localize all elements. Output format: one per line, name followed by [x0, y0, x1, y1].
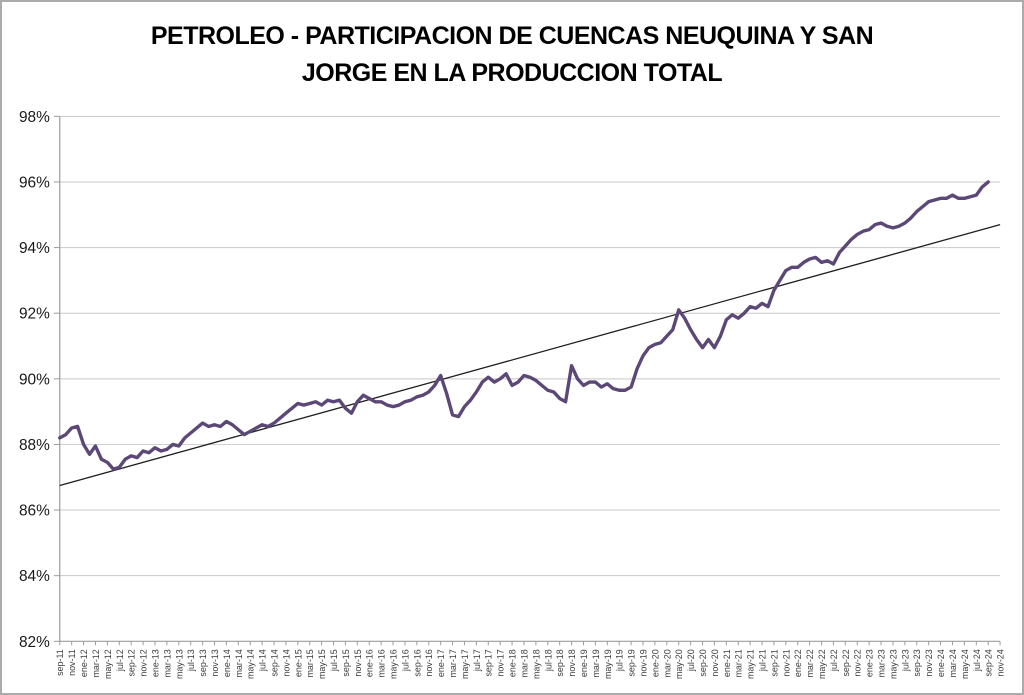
x-tick-label: nov-11 — [67, 649, 77, 676]
x-tick-label: ene-20 — [650, 649, 660, 677]
x-tick-label: jul-18 — [543, 649, 553, 672]
x-tick-label: mar-20 — [662, 649, 672, 677]
x-tick-label: jul-16 — [400, 649, 410, 672]
x-tick-label: jul-12 — [115, 649, 125, 672]
y-tick-label: 82% — [19, 634, 50, 651]
x-tick-label: may-17 — [460, 649, 470, 679]
x-tick-label: jul-14 — [258, 649, 268, 672]
x-tick-label: mar-16 — [377, 649, 387, 677]
x-tick-label: mar-15 — [305, 649, 315, 677]
x-tick-label: sep-14 — [270, 649, 280, 676]
x-tick-label: nov-12 — [139, 649, 149, 676]
x-tick-label: may-23 — [888, 649, 898, 679]
x-tick-label: sep-23 — [912, 649, 922, 676]
x-tick-label: jul-13 — [186, 649, 196, 672]
x-tick-label: nov-23 — [924, 649, 934, 676]
x-tick-label: nov-15 — [353, 649, 363, 676]
x-tick-label: ene-14 — [222, 649, 232, 677]
x-tick-label: ene-22 — [793, 649, 803, 677]
x-tick-label: may-13 — [174, 649, 184, 679]
x-tick-label: sep-12 — [127, 649, 137, 676]
x-tick-label: mar-14 — [234, 649, 244, 677]
x-tick-label: ene-12 — [79, 649, 89, 677]
x-tick-label: sep-19 — [627, 649, 637, 676]
x-tick-label: sep-13 — [198, 649, 208, 676]
x-tick-label: ene-19 — [579, 649, 589, 677]
x-tick-label: may-22 — [817, 649, 827, 679]
x-tick-label: sep-24 — [984, 649, 994, 676]
x-tick-label: mar-21 — [734, 649, 744, 677]
y-tick-label: 92% — [19, 306, 50, 323]
x-tick-label: ene-13 — [150, 649, 160, 677]
x-tick-label: mar-19 — [591, 649, 601, 677]
x-tick-label: sep-20 — [698, 649, 708, 676]
x-tick-label: jul-22 — [829, 649, 839, 672]
x-tick-label: nov-20 — [710, 649, 720, 676]
x-tick-label: mar-17 — [448, 649, 458, 677]
x-tick-label: may-16 — [389, 649, 399, 679]
x-tick-label: may-21 — [746, 649, 756, 679]
x-tick-label: sep-17 — [484, 649, 494, 676]
x-tick-label: ene-16 — [365, 649, 375, 677]
x-tick-label: jul-15 — [329, 649, 339, 672]
chart-title: PETROLEO - PARTICIPACION DE CUENCAS NEUQ… — [2, 18, 1022, 92]
x-tick-label: nov-24 — [996, 649, 1006, 676]
y-tick-label: 84% — [19, 568, 50, 585]
chart-title-line2: JORGE EN LA PRODUCCION TOTAL — [301, 59, 723, 87]
x-tick-label: sep-15 — [341, 649, 351, 676]
x-tick-label: ene-23 — [865, 649, 875, 677]
x-tick-label: may-14 — [246, 649, 256, 679]
x-tick-label: ene-24 — [936, 649, 946, 677]
x-tick-label: sep-21 — [769, 649, 779, 676]
x-tick-label: jul-21 — [758, 649, 768, 672]
x-tick-label: sep-18 — [555, 649, 565, 676]
y-tick-label: 88% — [19, 437, 50, 454]
x-tick-label: may-24 — [960, 649, 970, 679]
x-tick-label: mar-13 — [162, 649, 172, 677]
trend-line — [59, 223, 1001, 487]
x-tick-label: mar-24 — [948, 649, 958, 677]
x-tick-label: mar-12 — [91, 649, 101, 677]
x-tick-label: jul-17 — [472, 649, 482, 672]
x-tick-label: ene-15 — [293, 649, 303, 677]
x-tick-label: nov-18 — [567, 649, 577, 676]
x-tick-label: ene-18 — [508, 649, 518, 677]
y-tick-label: 94% — [19, 240, 50, 257]
x-tick-label: mar-18 — [519, 649, 529, 677]
x-tick-label: nov-14 — [281, 649, 291, 676]
x-tick-label: jul-24 — [972, 649, 982, 672]
y-tick-label: 96% — [19, 174, 50, 191]
x-tick-label: jul-19 — [615, 649, 625, 672]
x-tick-label: may-19 — [603, 649, 613, 679]
x-tick-label: nov-17 — [496, 649, 506, 676]
x-tick-label: jul-20 — [686, 649, 696, 672]
x-tick-label: may-20 — [674, 649, 684, 679]
x-tick-label: may-12 — [103, 649, 113, 679]
chart-title-line1: PETROLEO - PARTICIPACION DE CUENCAS NEUQ… — [150, 22, 874, 50]
x-tick-label: nov-21 — [781, 649, 791, 676]
x-tick-label: sep-11 — [55, 649, 65, 676]
x-tick-label: jul-23 — [900, 649, 910, 672]
x-tick-label: mar-22 — [805, 649, 815, 677]
x-tick-label: nov-16 — [424, 649, 434, 676]
x-tick-label: may-18 — [531, 649, 541, 679]
x-tick-label: nov-19 — [638, 649, 648, 676]
x-tick-label: sep-22 — [841, 649, 851, 676]
y-tick-label: 90% — [19, 371, 50, 388]
x-tick-label: nov-13 — [210, 649, 220, 676]
x-tick-label: ene-21 — [722, 649, 732, 677]
y-tick-label: 86% — [19, 503, 50, 520]
y-tick-label: 98% — [19, 109, 50, 126]
series-line — [58, 180, 990, 471]
x-tick-label: mar-23 — [877, 649, 887, 677]
x-tick-label: sep-16 — [412, 649, 422, 676]
x-tick-label: nov-22 — [853, 649, 863, 676]
x-tick-label: may-15 — [317, 649, 327, 679]
x-tick-label: ene-17 — [436, 649, 446, 677]
